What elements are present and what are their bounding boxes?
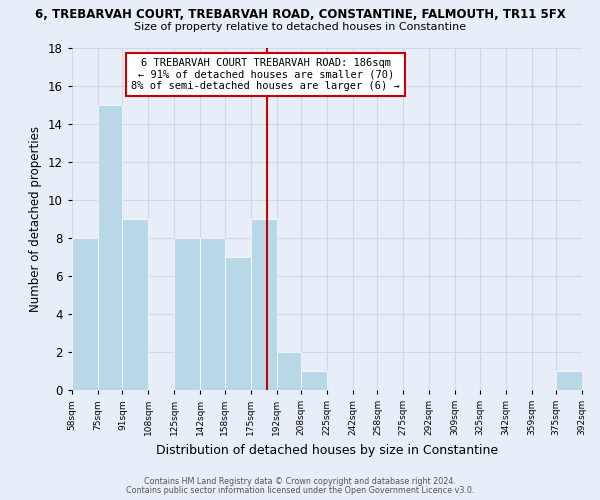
X-axis label: Distribution of detached houses by size in Constantine: Distribution of detached houses by size … xyxy=(156,444,498,456)
Text: 6, TREBARVAH COURT, TREBARVAH ROAD, CONSTANTINE, FALMOUTH, TR11 5FX: 6, TREBARVAH COURT, TREBARVAH ROAD, CONS… xyxy=(35,8,565,20)
Text: 6 TREBARVAH COURT TREBARVAH ROAD: 186sqm
← 91% of detached houses are smaller (7: 6 TREBARVAH COURT TREBARVAH ROAD: 186sqm… xyxy=(131,58,400,91)
Text: Contains public sector information licensed under the Open Government Licence v3: Contains public sector information licen… xyxy=(126,486,474,495)
Bar xyxy=(200,238,224,390)
Text: Contains HM Land Registry data © Crown copyright and database right 2024.: Contains HM Land Registry data © Crown c… xyxy=(144,477,456,486)
Y-axis label: Number of detached properties: Number of detached properties xyxy=(29,126,43,312)
Bar xyxy=(556,371,582,390)
Bar xyxy=(277,352,301,390)
Bar xyxy=(72,238,98,390)
Bar xyxy=(98,104,122,390)
Bar xyxy=(122,219,148,390)
Bar xyxy=(251,219,277,390)
Text: Size of property relative to detached houses in Constantine: Size of property relative to detached ho… xyxy=(134,22,466,32)
Bar xyxy=(175,238,200,390)
Bar xyxy=(224,257,251,390)
Bar xyxy=(301,371,327,390)
